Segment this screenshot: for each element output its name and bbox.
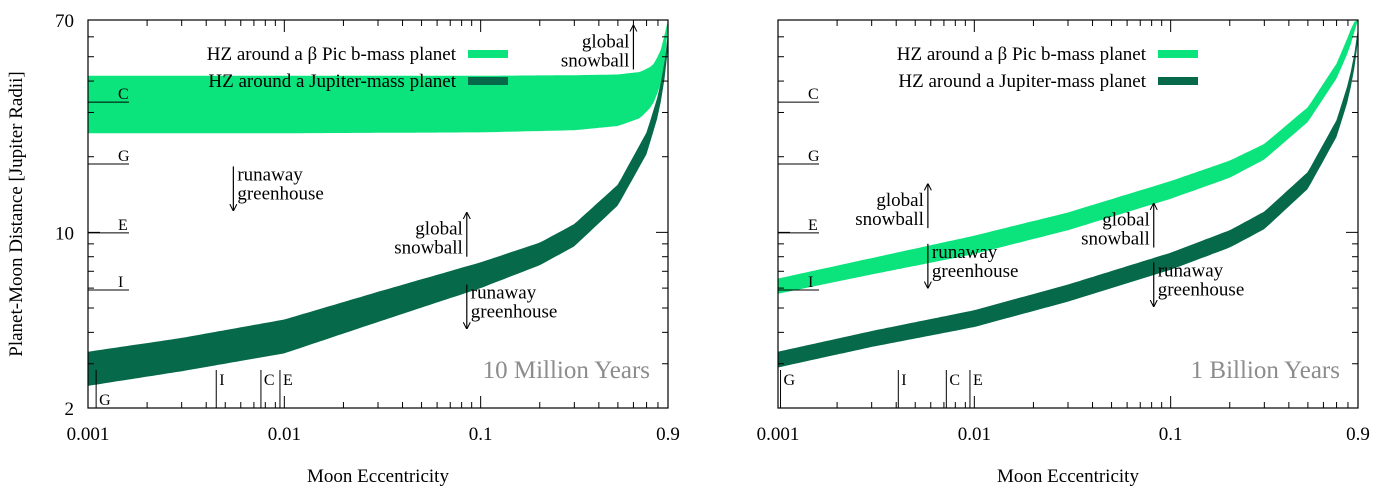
x-tick-label: 0.001: [757, 424, 800, 445]
annotations: runawaygreenhouseglobalsnowballrunawaygr…: [233, 25, 633, 328]
legend-label-1: HZ around a β Pic b-mass planet: [897, 44, 1147, 65]
moon-marker-x-label: G: [99, 392, 111, 409]
moon-marker-x-label: E: [973, 372, 983, 389]
panel-label: 10 Million Years: [483, 357, 650, 384]
axis-ticks: [777, 19, 1359, 409]
moon-marker-x-label: E: [283, 372, 293, 389]
y-axis-label: Planet-Moon Distance [Jupiter Radii]: [6, 71, 27, 356]
hz-bands: [88, 20, 668, 386]
x-tick-label: 0.1: [1159, 424, 1183, 445]
moon-marker-x-label: C: [949, 372, 960, 389]
annotation-text: greenhouse: [237, 183, 324, 204]
annotation-text: greenhouse: [932, 261, 1019, 282]
legend: HZ around a β Pic b-mass planet HZ around…: [207, 44, 508, 92]
annotations: globalsnowballrunawaygreenhouseglobalsno…: [855, 184, 1244, 306]
x-tick-label: 0.001: [67, 424, 110, 445]
x-tick-label: 0.01: [268, 424, 301, 445]
moon-marker-y-label: I: [118, 274, 123, 291]
x-tick-label: 0.1: [469, 424, 493, 445]
hz-band-series-1: [778, 20, 1358, 294]
legend-label-2: HZ around a Jupiter-mass planet: [898, 71, 1146, 92]
moon-marker-y-label: I: [808, 274, 813, 291]
moon-marker-y-label: G: [808, 148, 820, 165]
annotation-text: snowball: [394, 238, 463, 259]
annotation-text: global: [1102, 210, 1150, 231]
x-tick-label: 0.01: [958, 424, 991, 445]
moon-marker-y-label: C: [118, 86, 129, 103]
x-tick-label: 0.9: [656, 424, 680, 445]
annotation-text: global: [582, 31, 630, 52]
annotation-text: runaway: [471, 283, 537, 304]
x-axis-label: Moon Eccentricity: [307, 466, 449, 486]
moon-marker-x-label: G: [784, 372, 796, 389]
annotation-text: snowball: [1081, 229, 1150, 250]
moon-marker-x-label: I: [901, 372, 906, 389]
moon-marker-y-label: E: [808, 217, 818, 234]
legend-label-2: HZ around a Jupiter-mass planet: [208, 71, 456, 92]
panel-1: 0.001 0.01 0.1 0.9 2 10 70 Moon Eccentricity Pla…: [6, 11, 680, 486]
hz-band-series-2: [778, 28, 1358, 368]
x-tick-label: 0.9: [1346, 424, 1370, 445]
annotation-text: runaway: [237, 164, 303, 185]
moon-marker-y-label: C: [808, 86, 819, 103]
annotation-text: runaway: [1158, 260, 1224, 281]
panel-label: 1 Billion Years: [1191, 357, 1340, 384]
moon-marker-y-label: E: [118, 217, 128, 234]
annotation-text: runaway: [932, 242, 998, 263]
hz-band-series-1: [88, 20, 668, 134]
moon-markers-y: I E G C: [778, 86, 820, 291]
y-tick-label: 2: [65, 399, 75, 420]
y-tick-label: 10: [55, 223, 74, 244]
annotation-text: snowball: [561, 50, 630, 71]
legend: HZ around a β Pic b-mass planet HZ around…: [897, 44, 1198, 92]
moon-marker-x-label: I: [219, 372, 224, 389]
moon-markers-y: I E G C: [88, 86, 130, 291]
x-axis-label: Moon Eccentricity: [997, 466, 1139, 486]
annotation-text: snowball: [855, 209, 924, 230]
moon-marker-x-label: C: [264, 372, 275, 389]
y-tick-label: 70: [55, 11, 74, 32]
annotation-text: global: [415, 219, 463, 240]
annotation-text: greenhouse: [471, 302, 558, 323]
moon-marker-y-label: G: [118, 148, 130, 165]
axis-ticks: [87, 19, 669, 409]
hz-bands: [778, 20, 1358, 368]
annotation-text: global: [876, 190, 924, 211]
hz-band-series-2: [88, 33, 668, 386]
legend-label-1: HZ around a β Pic b-mass planet: [207, 44, 457, 65]
annotation-text: greenhouse: [1158, 279, 1245, 300]
